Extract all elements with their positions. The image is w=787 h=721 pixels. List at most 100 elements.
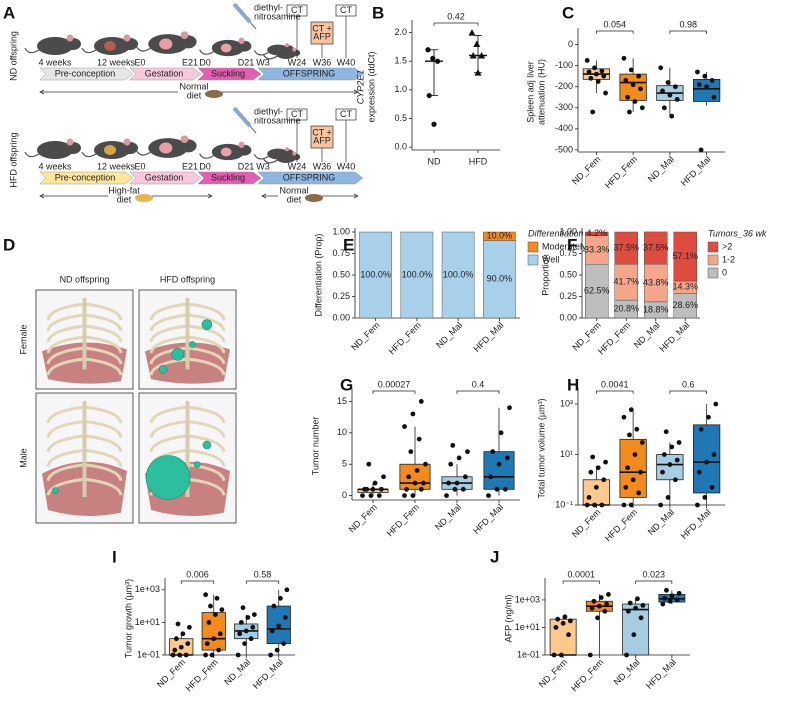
box — [692, 424, 721, 494]
data-point — [370, 486, 376, 492]
time-label: 12 weeks — [97, 161, 136, 171]
data-point — [558, 652, 564, 658]
rib — [149, 419, 188, 438]
mouse-ear — [292, 151, 297, 156]
rib — [84, 477, 123, 496]
data-point — [606, 592, 611, 597]
data-point — [631, 632, 637, 638]
data-point — [496, 461, 502, 467]
data-point — [240, 605, 246, 611]
data-point — [604, 601, 610, 607]
data-point — [170, 652, 176, 658]
data-point — [203, 652, 209, 658]
data-point — [636, 490, 642, 496]
tumor — [158, 364, 168, 374]
data-point — [490, 449, 496, 455]
data-point — [204, 641, 210, 647]
y-tick-label: 1e+03 — [135, 584, 160, 594]
data-point — [372, 480, 378, 486]
data-point — [698, 426, 704, 432]
data-point — [592, 65, 597, 71]
data-point — [465, 449, 470, 455]
data-point — [630, 477, 636, 483]
mouse-body — [276, 153, 296, 163]
food-icon — [135, 194, 153, 202]
data-point — [376, 493, 382, 499]
y-tick-label: -300 — [555, 102, 573, 112]
data-point — [186, 624, 192, 630]
ct-label: CT — [291, 109, 303, 119]
data-label: 43.8% — [643, 277, 669, 287]
rib — [84, 313, 123, 332]
injection-label: diethyl- — [254, 106, 283, 116]
rib — [46, 346, 85, 365]
data-label: 37.5% — [613, 243, 639, 253]
data-label: 100.0% — [402, 269, 433, 279]
data-point — [274, 647, 280, 653]
data-point — [628, 407, 634, 413]
y-tick-label: 0.25 — [559, 291, 577, 301]
x-tick-label: ND_Mal — [433, 502, 463, 532]
data-label: 33.3% — [584, 244, 610, 254]
time-label: E0 — [134, 57, 145, 67]
y-axis-label: expression (ddCt) — [366, 51, 376, 122]
panel-letter: B — [372, 3, 384, 22]
mouse-ear — [66, 138, 74, 146]
rib — [149, 313, 188, 332]
data-point — [599, 68, 605, 74]
data-point — [237, 631, 243, 637]
y-axis-label: Tumor number — [310, 417, 320, 476]
data-point — [474, 69, 482, 76]
y-tick-label: 1e+01 — [135, 617, 160, 627]
data-point — [706, 414, 711, 420]
data-label: 62.5% — [584, 286, 610, 296]
data-point — [623, 484, 629, 490]
data-point — [216, 647, 222, 653]
y-tick-label: 1e-01 — [517, 649, 540, 659]
data-point — [468, 29, 476, 36]
data-point — [282, 615, 288, 620]
y-axis-label: AFP (ng/ml) — [503, 595, 513, 643]
time-label: D0 — [199, 161, 211, 171]
rib — [187, 405, 226, 424]
data-point — [410, 493, 416, 499]
rib — [46, 302, 85, 321]
data-point — [672, 477, 678, 483]
ct-box — [335, 108, 357, 121]
data-point — [630, 82, 636, 88]
y-axis-label: CYP2E1 — [355, 70, 365, 105]
ct-box — [286, 108, 308, 121]
rib — [187, 302, 226, 321]
rib — [84, 357, 123, 376]
data-point — [590, 454, 596, 460]
stage-arrow — [257, 171, 364, 185]
data-point — [625, 465, 631, 471]
ct-afp-label: AFP — [313, 135, 331, 145]
x-tick-label: HFD_Mal — [251, 657, 285, 691]
y-axis-label: Spleen adj liver — [525, 61, 535, 123]
data-label: 28.6% — [672, 300, 698, 310]
stage-arrow — [197, 67, 262, 81]
comparison-bracket — [669, 390, 707, 394]
data-point — [665, 495, 671, 500]
ct-label: CT — [340, 5, 352, 15]
data-point — [486, 493, 491, 499]
legend-swatch — [707, 254, 719, 266]
p-value: 0.023 — [642, 569, 665, 579]
data-point — [430, 55, 436, 61]
data-point — [621, 55, 627, 61]
comparison-bracket — [596, 30, 634, 34]
data-point — [560, 620, 566, 626]
data-point — [665, 80, 671, 85]
rib — [84, 434, 123, 453]
data-point — [214, 595, 220, 601]
mouse-ear — [123, 138, 131, 146]
data-point — [418, 486, 424, 492]
time-label: E0 — [134, 161, 145, 171]
data-point — [402, 424, 407, 429]
data-point — [695, 69, 700, 75]
rib — [149, 335, 188, 354]
box — [582, 479, 611, 506]
data-point — [623, 78, 629, 83]
data-point — [591, 598, 597, 604]
